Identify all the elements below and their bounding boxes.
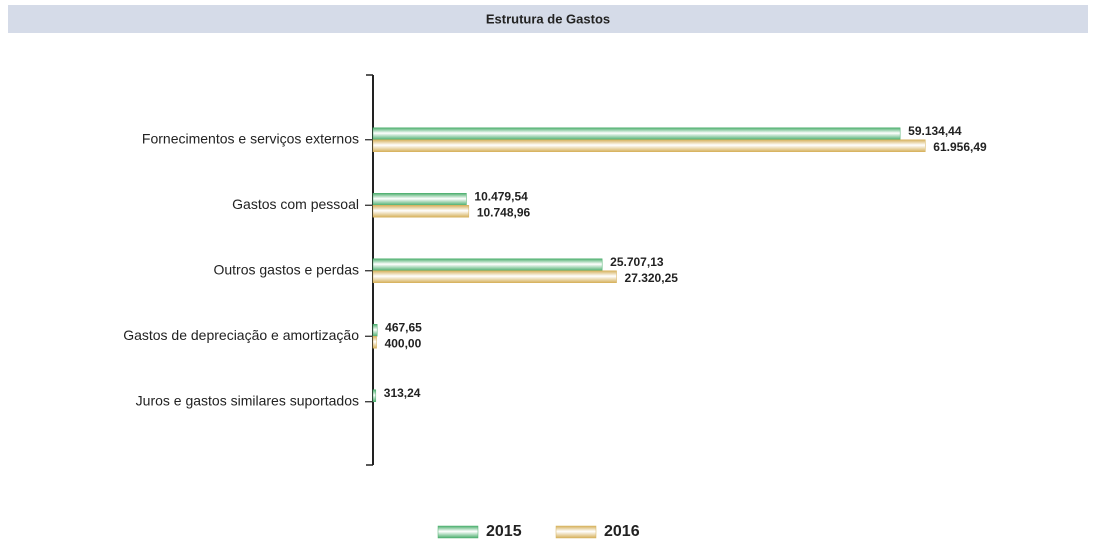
chart-title: Estrutura de Gastos [486,11,610,26]
bar [372,270,617,283]
value-label: 27.320,25 [625,271,679,285]
category-label: Gastos de depreciação e amortização [123,327,359,343]
legend-swatch [437,525,479,539]
category-label: Juros e gastos similares suportados [136,392,359,408]
value-label: 10.479,54 [474,189,528,203]
value-label: 467,65 [385,320,422,334]
bar [372,258,603,271]
value-label: 313,24 [384,386,421,400]
category-label: Fornecimentos e serviços externos [142,130,359,146]
category-label: Outros gastos e perdas [213,261,359,277]
value-label: 61.956,49 [933,140,987,154]
title-bar [8,5,1088,33]
legend-swatch [555,525,597,539]
value-label: 59.134,44 [908,124,962,138]
bar [372,324,378,337]
legend-label: 2016 [604,523,640,540]
value-label: 10.748,96 [477,205,531,219]
value-label: 400,00 [385,336,422,350]
bar [372,336,377,349]
bar [372,127,901,140]
value-label: 25.707,13 [610,255,664,269]
bar [372,139,926,152]
bar [372,193,467,206]
bar [372,205,470,218]
bar [372,389,377,402]
category-label: Gastos com pessoal [232,196,359,212]
legend-label: 2015 [486,523,522,540]
